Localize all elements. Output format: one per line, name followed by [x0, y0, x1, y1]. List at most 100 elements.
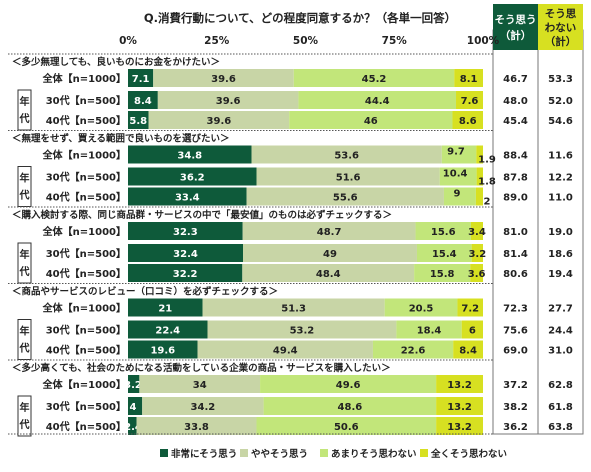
bar-value-label: 36.2: [180, 173, 205, 184]
bar-value-label: 48.6: [338, 402, 363, 413]
bar-value-label: 8.4: [459, 346, 477, 357]
bar-value-label: 51.3: [281, 304, 306, 315]
bar-segment-4: [436, 417, 483, 435]
bar-segment-3: [293, 69, 455, 87]
agree-total-value: 48.0: [503, 96, 528, 107]
disagree-total-value: 63.8: [548, 422, 573, 433]
disagree-total-value: 53.3: [548, 74, 573, 85]
age-group-box: [17, 395, 32, 437]
bar-value-label: 13.2: [447, 402, 472, 413]
bar-segment-3: [396, 320, 462, 339]
bar-value-label: 22.6: [401, 346, 426, 357]
bar-value-label: 10.4: [443, 169, 468, 180]
bar-value-label: 46: [364, 116, 378, 127]
age-group-label-1: 年: [20, 95, 30, 108]
bar-value-label: 34: [193, 380, 207, 391]
bar-segment-3: [263, 397, 437, 415]
disagree-total-value: 19.0: [548, 227, 573, 238]
legend-label-2: ややそう思う: [251, 449, 308, 460]
bar-segment-2: [207, 320, 397, 339]
x-tick-label: 0%: [119, 35, 137, 47]
agree-total-value: 46.7: [503, 74, 528, 85]
bar-segment-2: [243, 244, 417, 262]
row-label: 全体【n=1000】: [42, 72, 126, 85]
bar-value-label: 32.4: [173, 249, 198, 260]
bar-value-label: 13.2: [447, 380, 472, 391]
bar-segment-3: [439, 167, 477, 186]
row-label: 40代【n=500】: [46, 191, 126, 204]
bar-value-label: 32.2: [173, 269, 198, 280]
bar-segment-4: [476, 145, 483, 164]
bar-segment-2: [242, 222, 416, 240]
bar-value-label: 21: [158, 304, 172, 315]
x-tick-label: 100%: [467, 35, 500, 47]
bar-segment-1: [128, 397, 143, 415]
bar-value-label: 3.2: [124, 380, 142, 391]
bar-value-label: 44.4: [365, 96, 390, 107]
agree-total-value: 80.6: [503, 269, 528, 280]
bar-segment-4: [470, 264, 483, 282]
bar-segment-1: [128, 417, 137, 435]
row-label: 全体【n=1000】: [42, 225, 126, 238]
bar-value-label: 39.6: [207, 116, 232, 127]
question-group: ＜多少無理しても、良いものにお金をかけたい＞ 年代 全体【n=1000】 7.1 39.…: [8, 53, 573, 131]
bar-segment-2: [139, 375, 261, 393]
bar-segment-4: [454, 69, 483, 87]
row-label: 40代【n=500】: [46, 420, 126, 433]
disagree-total-value: 19.4: [548, 269, 573, 280]
row-label: 30代【n=500】: [46, 171, 126, 184]
x-tick-label: 50%: [293, 35, 319, 47]
row-label: 30代【n=500】: [46, 94, 126, 107]
agree-total-value: 45.4: [503, 116, 528, 127]
bar-value-label: 7.1: [132, 74, 150, 85]
bar-value-label: 55.6: [333, 193, 358, 204]
row-label: 40代【n=500】: [46, 114, 126, 127]
bar-segment-4: [456, 91, 483, 109]
bar-value-label: 33.4: [175, 193, 200, 204]
bar-value-label: 1.8: [478, 177, 496, 188]
bar-segment-2: [202, 298, 385, 317]
legend-swatch-3: [320, 449, 328, 457]
bar-value-label: 32.3: [173, 227, 198, 238]
agree-total-value: 87.8: [503, 173, 528, 184]
agree-total-value: 81.0: [503, 227, 528, 238]
bar-value-label: 18.4: [417, 326, 442, 337]
bar-segment-3: [256, 417, 437, 435]
bar-segment-4: [457, 298, 483, 317]
bar-segment-3: [298, 91, 457, 109]
question-group: ＜無理をせず、買える範囲で良いものを選びたい＞ 年代 全体【n=1000】 34.8 5…: [8, 130, 573, 208]
legend-swatch-4: [420, 449, 428, 457]
bar-value-label: 45.2: [362, 74, 387, 85]
agree-total-value: 89.0: [503, 193, 528, 204]
row-label: 全体【n=1000】: [42, 302, 126, 315]
bar-value-label: 2.4: [124, 422, 142, 433]
bar-segment-3: [414, 264, 471, 282]
bar-value-label: 1.9: [478, 155, 496, 166]
disagree-total-value: 11.6: [548, 151, 573, 162]
agree-total-value: 81.4: [503, 249, 528, 260]
disagree-total-value: 12.2: [548, 173, 573, 184]
question-title: ＜多少無理しても、良いものにお金をかけたい＞: [12, 56, 220, 68]
bar-segment-4: [452, 111, 483, 129]
age-group-label-2: 代: [19, 418, 30, 431]
bar-value-label: 20.5: [409, 304, 434, 315]
row-label: 全体【n=1000】: [42, 378, 126, 391]
agree-total-value: 36.2: [503, 422, 528, 433]
bar-value-label: 6: [469, 326, 476, 337]
bar-value-label: 3.6: [468, 269, 486, 280]
bar-segment-1: [128, 145, 252, 164]
bar-segment-3: [416, 244, 472, 262]
bar-segment-1: [128, 340, 198, 359]
x-axis-ticks: 0% 25% 50% 75% 100%: [119, 35, 500, 47]
age-group-label-2: 代: [19, 189, 30, 202]
row-label: 全体【n=1000】: [42, 149, 126, 162]
agree-total-value: 37.2: [503, 380, 528, 391]
disagree-total-value: 24.4: [548, 326, 573, 337]
bar-segment-2: [148, 111, 290, 129]
bar-value-label: 8.6: [459, 116, 477, 127]
bar-segment-1: [128, 320, 208, 339]
agree-total-value: 38.2: [503, 402, 528, 413]
bar-value-label: 49.6: [336, 380, 361, 391]
